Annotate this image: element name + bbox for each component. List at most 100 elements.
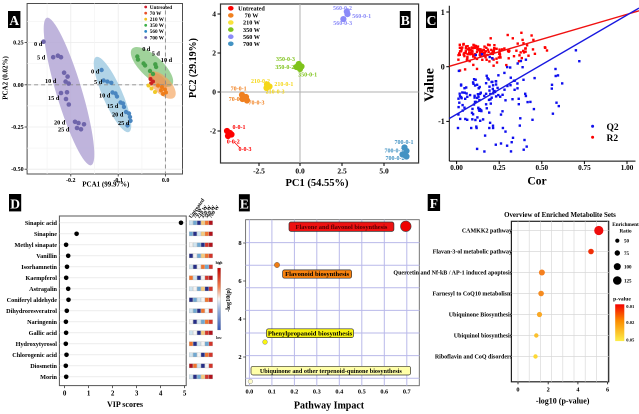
svg-text:0.3: 0.3 [313, 389, 321, 396]
svg-text:0.4: 0.4 [335, 389, 344, 396]
svg-text:700 W: 700 W [243, 41, 261, 48]
svg-text:210 W: 210 W [150, 17, 165, 23]
svg-text:Cor: Cor [527, 176, 546, 188]
svg-text:Ubiquinone and other terpenoid: Ubiquinone and other terpenoid-quinone b… [260, 368, 402, 375]
svg-text:210 W: 210 W [243, 20, 261, 27]
svg-text:Ratio: Ratio [619, 229, 632, 235]
svg-text:-0.50: -0.50 [11, 167, 24, 173]
svg-text:-2.5: -2.5 [253, 167, 265, 176]
svg-text:Flavone and flavonol biosynthe: Flavone and flavonol biosynthesis [296, 224, 388, 231]
svg-text:-log10 (p-value): -log10 (p-value) [536, 397, 590, 406]
svg-text:-1: -1 [438, 117, 445, 126]
svg-text:-log10(p): -log10(p) [225, 288, 232, 312]
svg-text:0.2: 0.2 [290, 389, 298, 396]
svg-text:2: 2 [212, 49, 216, 58]
svg-text:-0.1: -0.1 [113, 178, 123, 184]
svg-text:560 W: 560 W [243, 34, 261, 41]
svg-text:0.6: 0.6 [380, 389, 388, 396]
svg-text:B: B [401, 13, 410, 28]
svg-text:Sinapine: Sinapine [34, 231, 57, 238]
svg-text:0.75: 0.75 [578, 164, 591, 172]
svg-text:0.7: 0.7 [403, 389, 411, 396]
svg-text:F: F [430, 196, 438, 211]
svg-text:0.50: 0.50 [536, 164, 549, 172]
svg-text:560-0-2: 560-0-2 [333, 6, 352, 12]
svg-text:20 d: 20 d [112, 112, 124, 119]
svg-text:700-0-3: 700-0-3 [385, 149, 404, 155]
svg-text:4: 4 [159, 390, 163, 398]
svg-text:5 d: 5 d [94, 79, 103, 86]
svg-text:PC1 (54.55%): PC1 (54.55%) [286, 178, 349, 189]
svg-text:350-0-2: 350-0-2 [275, 65, 294, 71]
svg-text:20 d: 20 d [54, 120, 66, 127]
svg-text:0.02: 0.02 [626, 320, 635, 325]
svg-text:high: high [216, 261, 223, 265]
svg-text:10 d: 10 d [45, 78, 57, 85]
svg-text:15 d: 15 d [48, 95, 60, 102]
svg-text:15 d: 15 d [107, 103, 119, 110]
svg-text:0.00: 0.00 [450, 164, 463, 172]
svg-text:125: 125 [624, 279, 632, 284]
svg-text:350 W: 350 W [150, 23, 165, 29]
svg-text:5 d: 5 d [37, 55, 46, 62]
svg-text:700 W: 700 W [150, 35, 165, 41]
svg-text:0.05: 0.05 [626, 338, 635, 343]
svg-text:PCA2 (0.02%): PCA2 (0.02%) [1, 56, 9, 100]
svg-text:210-0-3: 210-0-3 [266, 90, 285, 96]
svg-text:0 d: 0 d [34, 41, 43, 48]
svg-text:210-0-1: 210-0-1 [274, 82, 293, 88]
svg-text:1.00: 1.00 [621, 164, 634, 172]
svg-text:5.0: 5.0 [379, 167, 389, 176]
svg-text:Q2: Q2 [607, 123, 619, 133]
svg-text:70 W: 70 W [150, 11, 162, 17]
svg-text:Enrichment: Enrichment [612, 222, 639, 228]
svg-text:350-0-3: 350-0-3 [276, 57, 295, 63]
svg-text:Vanillin: Vanillin [36, 253, 57, 260]
svg-text:Sinapic acid: Sinapic acid [25, 220, 58, 227]
svg-text:Naringenin: Naringenin [27, 319, 57, 326]
svg-text:2: 2 [238, 354, 241, 361]
svg-text:70 W: 70 W [245, 13, 260, 20]
svg-text:10 d: 10 d [161, 57, 173, 64]
svg-text:0.5: 0.5 [358, 389, 366, 396]
svg-text:5 d: 5 d [152, 51, 161, 58]
svg-text:6: 6 [238, 278, 242, 285]
svg-text:0: 0 [212, 88, 216, 97]
svg-text:Overview of Enriched Metabolit: Overview of Enriched Metabolite Sets [504, 212, 616, 219]
svg-text:210-0-2: 210-0-2 [251, 79, 270, 85]
svg-text:700-0-2: 700-0-2 [386, 156, 405, 162]
svg-text:R2: R2 [607, 134, 619, 144]
svg-text:4: 4 [212, 10, 216, 19]
svg-text:-2: -2 [210, 127, 216, 136]
svg-text:0.1: 0.1 [268, 389, 276, 396]
svg-text:0-0-1: 0-0-1 [233, 125, 246, 131]
svg-text:0.25: 0.25 [493, 164, 506, 172]
svg-text:VIP scores: VIP scores [107, 400, 143, 409]
svg-text:-0.25: -0.25 [11, 125, 24, 131]
svg-text:p-value: p-value [613, 297, 631, 303]
svg-text:0.01: 0.01 [626, 304, 635, 309]
svg-text:6: 6 [606, 386, 609, 393]
svg-text:25 d: 25 d [58, 127, 70, 134]
svg-text:C: C [427, 13, 437, 28]
svg-text:PCA1 (99.97%): PCA1 (99.97%) [82, 181, 130, 189]
svg-text:Gallic acid: Gallic acid [29, 330, 58, 337]
svg-text:Coniferyl aldehyde: Coniferyl aldehyde [7, 297, 58, 304]
svg-text:0: 0 [63, 390, 67, 398]
svg-text:25 d: 25 d [118, 120, 130, 127]
svg-text:75: 75 [624, 252, 630, 257]
svg-text:Hydroxytyrosol: Hydroxytyrosol [16, 341, 58, 348]
svg-text:0.0: 0.0 [162, 178, 170, 184]
svg-text:Isorhamnetin: Isorhamnetin [21, 264, 57, 271]
svg-text:350-0-1: 350-0-1 [298, 73, 317, 79]
svg-text:Ubiquinone Biosynthesis: Ubiquinone Biosynthesis [449, 313, 513, 319]
svg-text:10 d: 10 d [99, 93, 111, 100]
svg-text:Flavonoid biosynthesis: Flavonoid biosynthesis [285, 271, 349, 278]
svg-text:1: 1 [87, 390, 91, 398]
svg-text:560-0-3: 560-0-3 [333, 21, 352, 27]
svg-text:0-0-2: 0-0-2 [227, 140, 240, 146]
svg-text:Astragalin: Astragalin [29, 286, 57, 293]
svg-text:Ubiquinol biosynthesis: Ubiquinol biosynthesis [454, 334, 513, 340]
svg-text:Flavan-3-ol metabolic pathway: Flavan-3-ol metabolic pathway [433, 250, 512, 256]
svg-text:100: 100 [624, 265, 632, 270]
